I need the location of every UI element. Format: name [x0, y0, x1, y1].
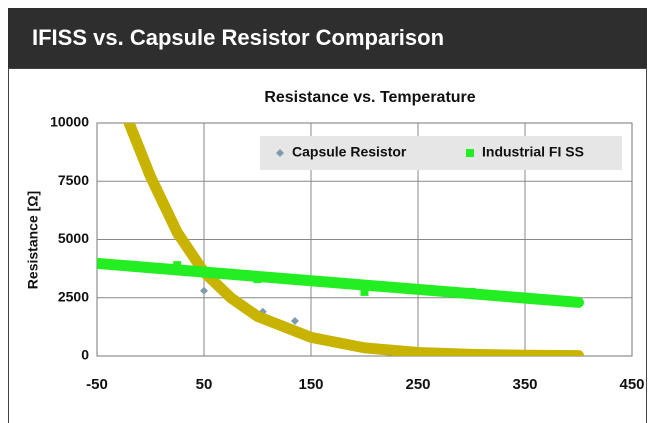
- trendline: [123, 123, 584, 356]
- y-axis-label: Resistance [Ω]: [25, 191, 41, 289]
- legend-label: Capsule Resistor: [292, 144, 407, 160]
- x-tick-label: 450: [619, 376, 644, 393]
- y-tick-label: 10000: [50, 114, 89, 130]
- legend-marker: [276, 149, 284, 157]
- plot-frame: [96, 122, 633, 357]
- header-title: IFISS vs. Capsule Resistor Comparison: [8, 8, 647, 68]
- y-tick-label: 0: [81, 347, 89, 363]
- x-tick-label: -50: [86, 376, 108, 393]
- x-tick-label: 350: [512, 376, 537, 393]
- point: [290, 317, 299, 326]
- y-tick-label: 2500: [58, 288, 89, 304]
- x-tick-label: 150: [298, 376, 323, 393]
- chart-title: Resistance vs. Temperature: [264, 89, 475, 106]
- panel: [8, 68, 647, 423]
- trendline: [97, 257, 584, 308]
- y-tick-label: 7500: [58, 172, 89, 188]
- x-tick-label: 50: [196, 376, 213, 393]
- point: [200, 286, 208, 295]
- point: [360, 287, 369, 296]
- y-tick-label: 5000: [58, 230, 89, 246]
- legend-box: [260, 136, 622, 170]
- legend-marker: [466, 149, 474, 157]
- legend-label: Industrial FI SS: [482, 144, 584, 160]
- x-tick-label: 250: [405, 376, 430, 393]
